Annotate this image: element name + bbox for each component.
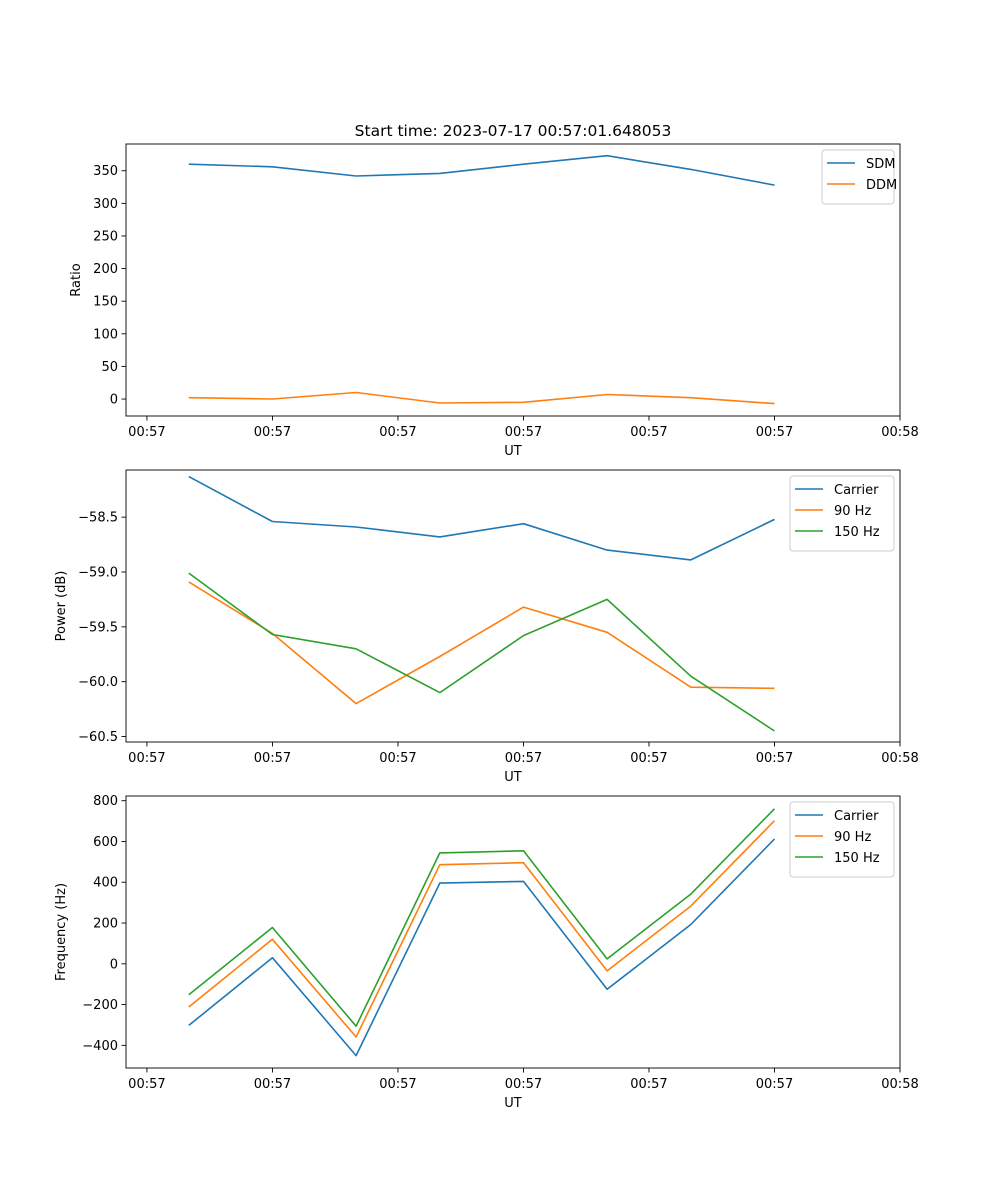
ratio-series-sdm-line xyxy=(188,154,775,186)
ratio-y-tick-label: 250 xyxy=(93,229,118,244)
ratio-y-tick-label: 300 xyxy=(93,197,118,212)
power-plot: 00:57 00:57 00:57 00:57 00:57 00:57 00:58 −58.5… xyxy=(54,469,919,785)
power-y-tick-label: −60.5 xyxy=(78,730,118,745)
power-legend-label: 90 Hz xyxy=(834,504,871,519)
ratio-x-tick-label: 00:57 xyxy=(128,425,165,440)
power-legend: Carrier 90 Hz 150 Hz xyxy=(789,475,895,552)
frequency-y-tick-label: 200 xyxy=(93,917,118,932)
ratio-x-tick-label: 00:57 xyxy=(505,425,542,440)
frequency-series-150-hz-line xyxy=(188,808,776,1027)
frequency-legend-box xyxy=(789,801,895,878)
ratio-y-axis-label: Ratio xyxy=(69,263,84,296)
frequency-y-tick-label: 0 xyxy=(110,957,118,972)
frequency-legend-label: 150 Hz xyxy=(834,851,880,866)
frequency-x-tick-label: 00:57 xyxy=(254,1077,291,1092)
power-x-tick-label: 00:57 xyxy=(630,751,667,766)
power-y-tick-label: −59.5 xyxy=(78,620,118,635)
power-series-150-hz-line xyxy=(188,572,775,732)
power-legend-box xyxy=(789,475,895,552)
frequency-legend: Carrier 90 Hz 150 Hz xyxy=(789,801,895,878)
ratio-series-group xyxy=(188,154,775,405)
frequency-x-tick-label: 00:57 xyxy=(756,1077,793,1092)
frequency-x-tick-label: 00:58 xyxy=(881,1077,918,1092)
frequency-series-group xyxy=(188,808,776,1057)
power-x-tick-label: 00:58 xyxy=(881,751,918,766)
frequency-legend-label: 90 Hz xyxy=(834,830,871,845)
ratio-x-tick-label: 00:57 xyxy=(254,425,291,440)
power-x-axis-label: UT xyxy=(504,770,522,785)
power-y-axis-label: Power (dB) xyxy=(54,571,69,642)
ratio-y-tick-label: 200 xyxy=(93,262,118,277)
ratio-x-tick-label: 00:57 xyxy=(379,425,416,440)
power-legend-label: Carrier xyxy=(834,483,879,498)
ratio-y-tick-label: 0 xyxy=(110,393,118,408)
ratio-chart-title: Start time: 2023-07-17 00:57:01.648053 xyxy=(355,122,672,140)
frequency-y-tick-label: 400 xyxy=(93,876,118,891)
power-y-tick-label: −60.0 xyxy=(78,675,118,690)
frequency-x-axis-label: UT xyxy=(504,1096,522,1111)
ratio-legend-label: DDM xyxy=(866,178,897,193)
ratio-y-tick-label: 100 xyxy=(93,327,118,342)
frequency-y-tick-label: −400 xyxy=(82,1039,118,1054)
frequency-y-tick-label: 600 xyxy=(93,835,118,850)
frequency-series-90-hz-line xyxy=(188,820,776,1038)
power-x-tick-label: 00:57 xyxy=(254,751,291,766)
ratio-y-tick-label: 150 xyxy=(93,295,118,310)
ratio-x-axis-label: UT xyxy=(504,444,522,459)
ratio-axes-frame xyxy=(125,143,901,417)
ratio-y-tick-label: 350 xyxy=(93,164,118,179)
frequency-y-tick-label: 800 xyxy=(93,794,118,809)
frequency-x-tick-label: 00:57 xyxy=(379,1077,416,1092)
frequency-x-tick-label: 00:57 xyxy=(505,1077,542,1092)
frequency-x-tick-label: 00:57 xyxy=(128,1077,165,1092)
frequency-legend-label: Carrier xyxy=(834,809,879,824)
frequency-y-axis-label: Frequency (Hz) xyxy=(54,883,69,981)
ratio-legend-label: SDM xyxy=(866,157,895,172)
power-series-carrier-line xyxy=(188,475,775,561)
power-y-tick-label: −58.5 xyxy=(78,511,118,526)
ratio-y-tick-label: 50 xyxy=(101,360,118,375)
frequency-plot: 00:57 00:57 00:57 00:57 00:57 00:57 00:58 −400 −… xyxy=(54,794,919,1111)
power-legend-label: 150 Hz xyxy=(834,525,880,540)
frequency-y-tick-label: −200 xyxy=(82,998,118,1013)
ratio-series-ddm-line xyxy=(188,391,775,405)
frequency-x-tick-label: 00:57 xyxy=(630,1077,667,1092)
ratio-plot: 00:57 00:57 00:57 00:57 00:57 00:57 00:58 0 50 10… xyxy=(69,122,919,459)
frequency-series-carrier-line xyxy=(188,838,776,1057)
power-x-tick-label: 00:57 xyxy=(756,751,793,766)
power-axes-frame xyxy=(125,469,901,743)
frequency-axes-frame xyxy=(125,795,901,1069)
power-x-tick-label: 00:57 xyxy=(128,751,165,766)
ratio-legend: SDM DDM xyxy=(821,149,897,205)
power-x-tick-label: 00:57 xyxy=(505,751,542,766)
power-y-tick-label: −59.0 xyxy=(78,566,118,581)
ratio-x-tick-label: 00:57 xyxy=(756,425,793,440)
power-x-tick-label: 00:57 xyxy=(379,751,416,766)
ratio-x-tick-label: 00:57 xyxy=(630,425,667,440)
ratio-x-tick-label: 00:58 xyxy=(881,425,918,440)
power-series-90-hz-line xyxy=(188,581,775,705)
power-series-group xyxy=(188,475,775,732)
